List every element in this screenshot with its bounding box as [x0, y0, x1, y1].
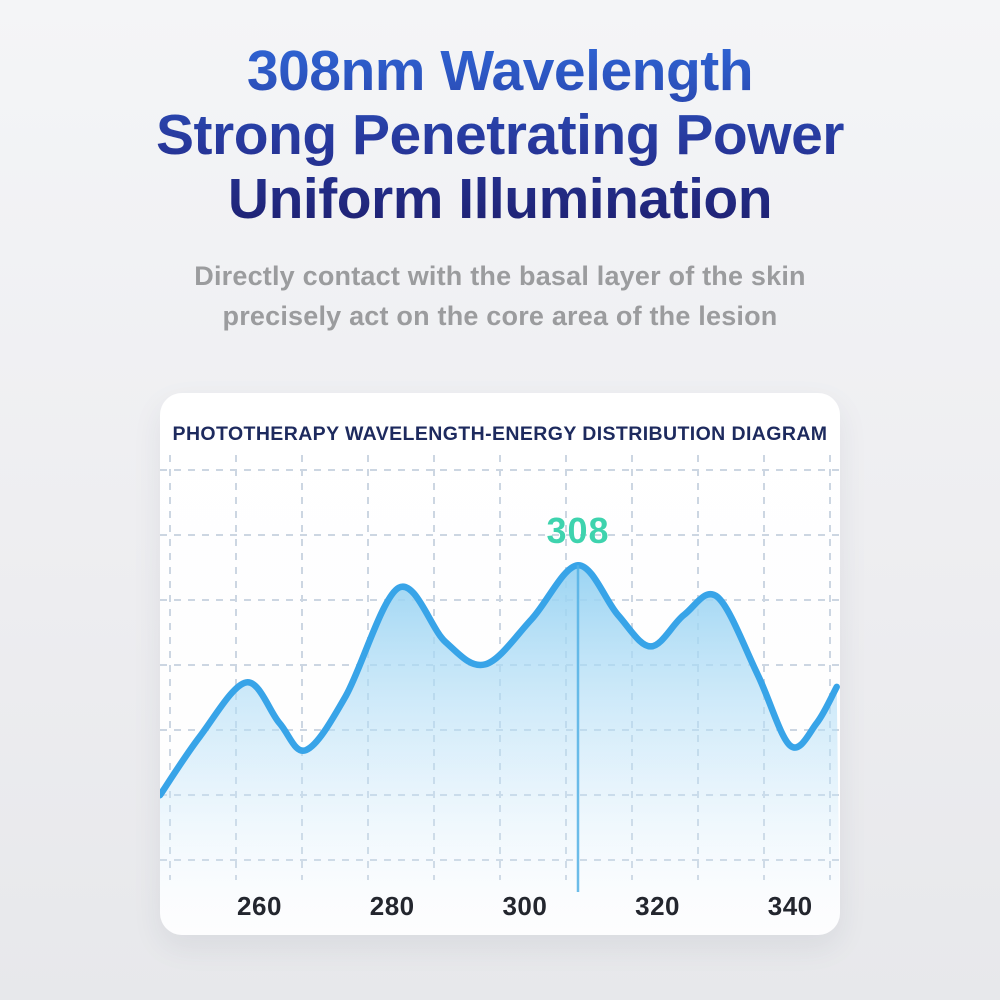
x-tick-label: 300	[502, 891, 547, 921]
title-line-1: 308nm Wavelength	[246, 39, 754, 103]
title-line-3: Uniform Illumination	[227, 166, 773, 231]
chart-title: PHOTOTHERAPY WAVELENGTH-ENERGY DISTRIBUT…	[172, 423, 828, 445]
page-title: 308nm Wavelength Strong Penetrating Powe…	[0, 40, 1000, 231]
subtitle-line-2: precisely act on the core area of the le…	[222, 300, 778, 331]
page-subtitle: Directly contact with the basal layer of…	[0, 257, 1000, 335]
x-tick-label: 260	[237, 891, 282, 921]
wavelength-chart: 308 260 280 300 320 340	[160, 455, 840, 935]
hero-section: 308nm Wavelength Strong Penetrating Powe…	[0, 0, 1000, 336]
annotation-308: 308	[546, 510, 609, 551]
x-tick-label: 320	[635, 891, 680, 921]
energy-curve	[160, 561, 840, 799]
title-line-2: Strong Penetrating Power	[156, 102, 844, 167]
x-axis-labels: 260 280 300 320 340	[237, 891, 813, 921]
subtitle-line-1: Directly contact with the basal layer of…	[194, 261, 806, 292]
energy-area	[160, 565, 840, 935]
x-tick-label: 280	[370, 891, 415, 921]
x-tick-label: 340	[768, 891, 813, 921]
chart-card: PHOTOTHERAPY WAVELENGTH-ENERGY DISTRIBUT…	[160, 393, 840, 935]
